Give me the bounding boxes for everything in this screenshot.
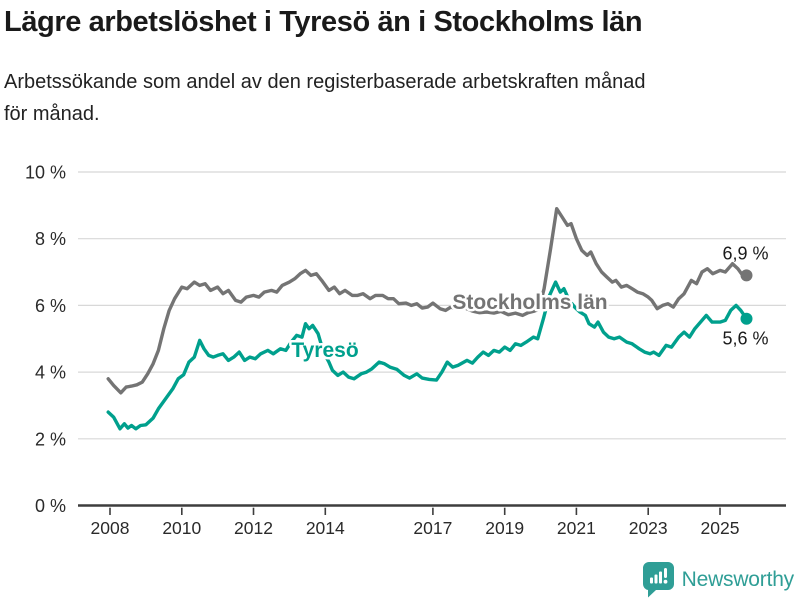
exclamation-bar: [663, 568, 667, 578]
speech-bubble-shape: [642, 562, 674, 598]
y-axis-label-2: 2 %: [35, 429, 66, 449]
end-label-tyres-: 5,6 %: [722, 329, 768, 349]
exclamation-dot: [663, 579, 668, 584]
series-label-stockholms-l-n: Stockholms län: [452, 291, 607, 314]
x-axis-label-2021: 2021: [557, 518, 596, 538]
x-axis-label-2008: 2008: [91, 518, 130, 538]
newsworthy-logo: Newsworthy: [642, 561, 794, 598]
newsworthy-wordmark: Newsworthy: [681, 567, 795, 591]
bar-3: [658, 571, 662, 584]
y-axis-label-8: 8 %: [35, 229, 66, 249]
y-axis-label-6: 6 %: [35, 296, 66, 316]
y-axis-label-4: 4 %: [35, 363, 66, 383]
x-axis-label-2017: 2017: [413, 518, 452, 538]
x-axis-label-2023: 2023: [629, 518, 668, 538]
bar-2: [654, 574, 658, 584]
x-axis-label-2019: 2019: [485, 518, 524, 538]
newsworthy-bubble-icon: [642, 562, 674, 598]
bar-1: [649, 577, 653, 584]
page-title: Lägre arbetslöshet i Tyresö än i Stockho…: [4, 6, 643, 38]
x-axis-label-2010: 2010: [162, 518, 201, 538]
chart-subtitle: Arbetssökande som andel av den registerb…: [4, 71, 646, 126]
x-axis-label-2012: 2012: [234, 518, 273, 538]
end-dot-stockholms-l-n: [740, 269, 753, 282]
series-line-stockholms-l-n: [106, 206, 749, 395]
end-dot-tyres-: [740, 312, 753, 325]
series-line-tyres-: [106, 280, 749, 431]
x-axis-label-2025: 2025: [701, 518, 740, 538]
series-label-tyres-: Tyresö: [291, 339, 358, 362]
end-label-stockholms-l-n: 6,9 %: [722, 243, 768, 263]
y-axis-label-10: 10 %: [25, 163, 66, 183]
x-axis-label-2014: 2014: [306, 518, 345, 538]
y-axis-label-0: 0 %: [35, 496, 66, 516]
